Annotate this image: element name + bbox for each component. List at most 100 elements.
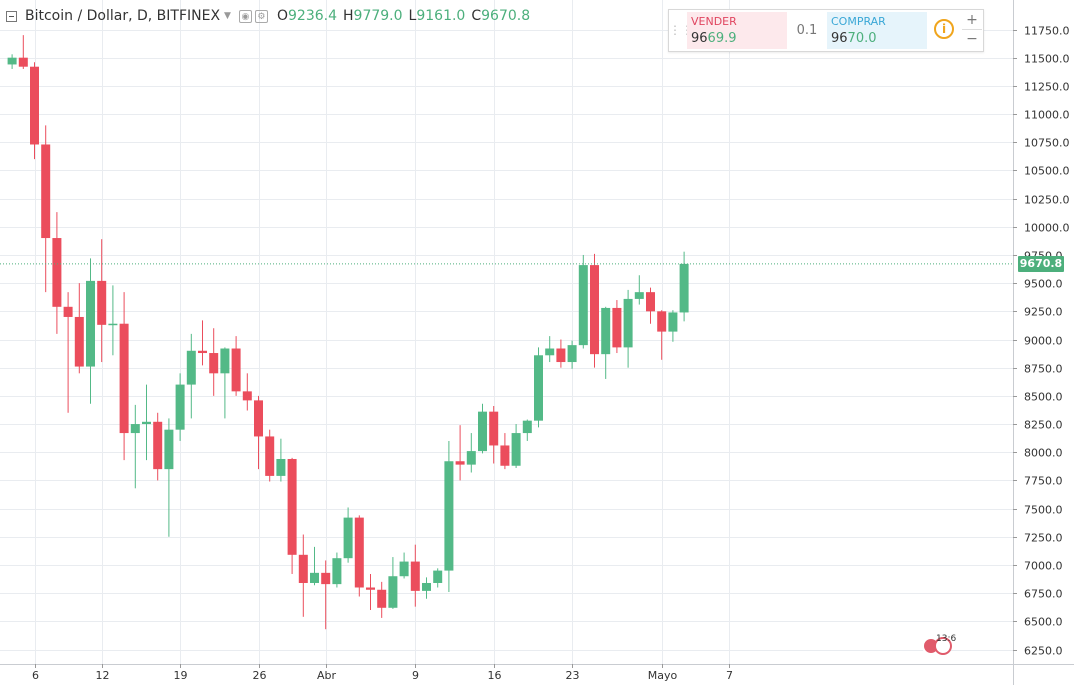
candle-body bbox=[668, 312, 678, 332]
increase-size-button[interactable]: + bbox=[962, 12, 982, 30]
candle-up bbox=[545, 336, 555, 363]
candle-body bbox=[52, 238, 62, 307]
drag-handle-icon[interactable]: ⋮⋮ bbox=[669, 23, 693, 37]
eye-icon[interactable]: ◉ bbox=[238, 9, 252, 23]
close-value: 9670.8 bbox=[481, 8, 531, 24]
y-tick-label: 11000.0 bbox=[1024, 109, 1070, 122]
candle-body bbox=[343, 517, 353, 559]
candle-body bbox=[556, 348, 566, 363]
candle-body bbox=[657, 311, 667, 332]
candle-body bbox=[108, 323, 118, 326]
candle-body bbox=[321, 572, 331, 585]
candle-body bbox=[242, 391, 252, 401]
candle-up bbox=[175, 373, 185, 441]
y-tick-label: 9250.0 bbox=[1024, 306, 1063, 319]
y-tick-label: 6250.0 bbox=[1024, 645, 1063, 658]
candle-down bbox=[657, 310, 667, 360]
candle-body bbox=[231, 348, 241, 392]
y-tick-label: 7000.0 bbox=[1024, 560, 1063, 573]
candle-body bbox=[534, 355, 543, 421]
x-tick-label: 19 bbox=[174, 669, 188, 682]
candle-down bbox=[500, 433, 510, 470]
events-badge[interactable]: 13:6 bbox=[922, 634, 962, 659]
candle-body bbox=[377, 589, 387, 608]
symbol-title: Bitcoin / Dollar, D, BITFINEX bbox=[25, 8, 221, 24]
candle-body bbox=[634, 292, 644, 299]
candle-body bbox=[422, 582, 431, 591]
open-label: O bbox=[276, 8, 288, 24]
y-tick-label: 10750.0 bbox=[1024, 137, 1070, 150]
high-value: 9779.0 bbox=[353, 8, 403, 24]
candle-body bbox=[612, 307, 622, 348]
decrease-size-button[interactable]: − bbox=[966, 31, 978, 47]
candle-body bbox=[287, 458, 297, 555]
info-icon[interactable]: i bbox=[934, 19, 954, 39]
candle-down bbox=[198, 320, 207, 366]
candle-down bbox=[377, 581, 387, 618]
collapse-icon[interactable] bbox=[6, 10, 17, 22]
y-tick-label: 10500.0 bbox=[1024, 165, 1070, 178]
y-tick-label: 7500.0 bbox=[1024, 504, 1063, 517]
candle-up bbox=[108, 285, 118, 356]
candlestick-series bbox=[7, 35, 689, 630]
event-count: 13 bbox=[936, 634, 948, 644]
candle-body bbox=[276, 458, 286, 476]
candle-up bbox=[142, 384, 151, 461]
candle-up bbox=[332, 552, 342, 588]
y-tick-label: 8250.0 bbox=[1024, 419, 1063, 432]
candle-down bbox=[455, 425, 465, 481]
candle-up bbox=[511, 424, 521, 469]
candle-body bbox=[209, 353, 219, 374]
candle-up bbox=[399, 552, 409, 579]
candle-body bbox=[578, 265, 588, 346]
candle-body bbox=[500, 445, 510, 466]
buy-price: 9670.0 bbox=[831, 31, 877, 46]
candle-body bbox=[410, 561, 420, 591]
buy-button[interactable]: COMPRAR 9670.0 bbox=[827, 12, 927, 49]
candle-down bbox=[410, 544, 420, 607]
candle-body bbox=[478, 411, 487, 452]
y-tick-label: 9000.0 bbox=[1024, 335, 1063, 348]
gear-icon[interactable]: ⚙ bbox=[254, 9, 268, 23]
candle-body bbox=[254, 400, 263, 437]
candle-body bbox=[399, 561, 409, 577]
candle-body bbox=[153, 421, 163, 470]
sell-button[interactable]: VENDER 9669.9 bbox=[687, 12, 787, 49]
x-tick-label: 26 bbox=[253, 669, 267, 682]
candle-down bbox=[254, 395, 263, 470]
candle-down bbox=[74, 283, 84, 374]
x-tick-label: 6 bbox=[32, 669, 39, 682]
candle-up bbox=[534, 347, 543, 428]
candle-down bbox=[489, 406, 499, 464]
y-tick-label: 11750.0 bbox=[1024, 25, 1070, 38]
candle-up bbox=[679, 251, 689, 322]
candle-body bbox=[679, 263, 689, 313]
candle-up bbox=[186, 333, 196, 419]
candle-up bbox=[310, 546, 319, 586]
y-tick-label: 8500.0 bbox=[1024, 391, 1063, 404]
candle-body bbox=[489, 411, 499, 446]
candle-down bbox=[590, 253, 599, 368]
dropdown-caret-icon[interactable]: ▼ bbox=[224, 11, 231, 21]
y-tick-label: 8000.0 bbox=[1024, 447, 1063, 460]
x-tick-label: 9 bbox=[412, 669, 419, 682]
order-size[interactable]: 0.1 bbox=[796, 23, 818, 38]
candle-up bbox=[422, 577, 431, 599]
trade-panel: ⋮⋮ VENDER 9669.9 0.1 COMPRAR 9670.0 i + … bbox=[668, 9, 984, 52]
candle-down bbox=[612, 300, 622, 354]
candle-up bbox=[433, 568, 443, 588]
candle-down bbox=[321, 560, 331, 630]
candle-body bbox=[86, 280, 95, 367]
candle-up bbox=[567, 340, 577, 369]
candle-body bbox=[30, 66, 39, 145]
y-tick-label: 11500.0 bbox=[1024, 53, 1070, 66]
candle-up bbox=[668, 310, 678, 342]
x-tick-label: Mayo bbox=[648, 669, 678, 682]
chart-grid bbox=[0, 0, 1013, 664]
candle-body bbox=[511, 433, 521, 466]
y-tick-label: 9500.0 bbox=[1024, 278, 1063, 291]
candle-up bbox=[220, 347, 230, 419]
candle-up bbox=[130, 404, 140, 489]
